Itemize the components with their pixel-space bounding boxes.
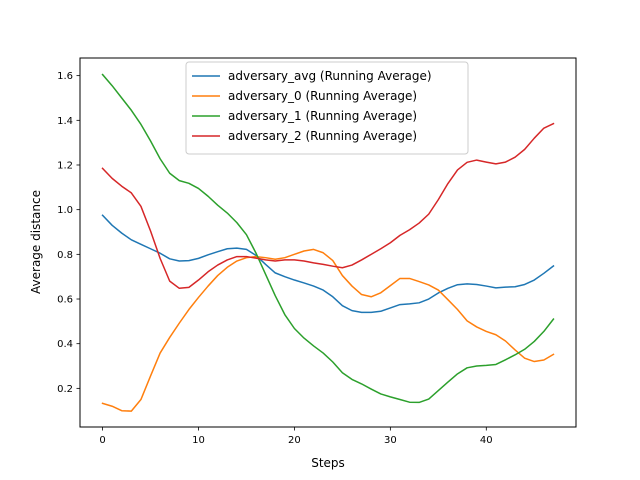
series-line-1 (101, 248, 555, 412)
series-line-2 (101, 73, 555, 404)
legend-entries: adversary_avg (Running Average) adversary… (192, 69, 432, 143)
legend-label-3: adversary_2 (Running Average) (228, 129, 417, 143)
y-tick-label: 0.6 (57, 295, 73, 306)
series-line-0 (101, 214, 555, 314)
y-tick-label: 1.2 (57, 160, 73, 171)
x-tick-label: 0 (99, 435, 105, 446)
series-line-3 (101, 122, 555, 290)
y-axis-label: Average distance (29, 190, 43, 294)
legend-label-2: adversary_1 (Running Average) (228, 109, 417, 123)
legend: adversary_avg (Running Average) adversary… (185, 61, 469, 155)
x-tick-label: 10 (192, 435, 205, 446)
y-tick-label: 1.0 (57, 205, 73, 216)
x-tick-label: 40 (480, 435, 493, 446)
y-tick-label: 0.2 (57, 384, 73, 395)
series-layer (101, 73, 555, 412)
y-tick-label: 0.8 (57, 250, 73, 261)
y-tick-label: 1.4 (57, 116, 73, 127)
y-tick-label: 1.6 (57, 71, 73, 82)
x-axis-ticks: 0 10 20 30 40 (99, 427, 493, 446)
axes-frame (79, 57, 577, 428)
y-tick-label: 0.4 (57, 339, 73, 350)
x-tick-label: 30 (384, 435, 397, 446)
legend-label-0: adversary_avg (Running Average) (228, 69, 432, 83)
y-axis-ticks: 0.2 0.4 0.6 0.8 1.0 1.2 1.4 1.6 (57, 71, 80, 395)
legend-label-1: adversary_0 (Running Average) (228, 89, 417, 103)
x-tick-label: 20 (288, 435, 301, 446)
plot-area (79, 57, 577, 428)
x-axis-label: Steps (311, 456, 345, 470)
legend-box (185, 61, 469, 155)
